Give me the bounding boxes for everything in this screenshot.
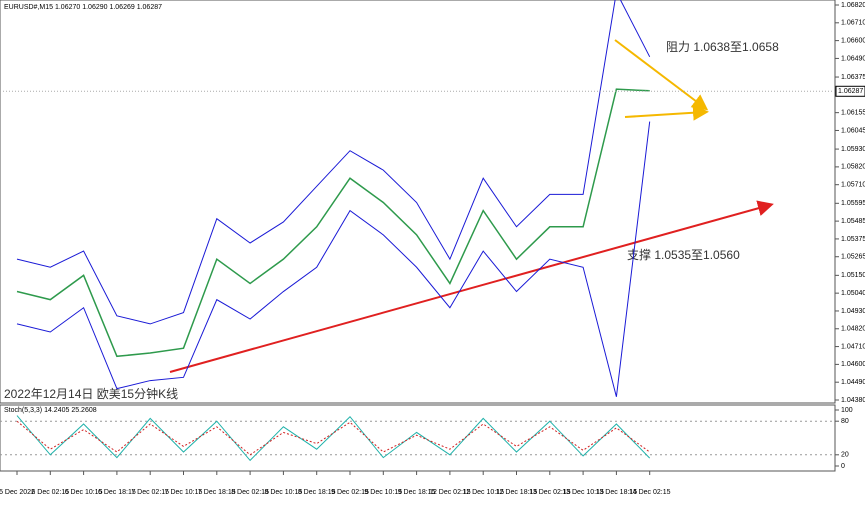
x-tick-label: 7 Dec 02:15: [131, 489, 169, 496]
y-tick-label: 100: [841, 407, 853, 414]
y-tick-label: 0: [841, 463, 845, 470]
support-line: [624, 104, 709, 121]
stoch-panel: [0, 404, 836, 472]
stoch-title: Stoch(5,3,3) 14.2405 25.2608: [4, 407, 97, 414]
x-tick-label: 8 Dec 02:15: [231, 489, 269, 496]
x-tick-label: 6 Dec 02:15: [31, 489, 69, 496]
x-tick-label: 12 Dec 10:15: [462, 489, 504, 496]
last-price-label: 1.06287: [838, 88, 863, 95]
y-tick-label: 1.06045: [841, 127, 865, 134]
x-tick-label: 7 Dec 18:15: [198, 489, 236, 496]
annotation: 支撑 1.0535至1.0560: [627, 247, 740, 262]
y-tick-label: 1.05265: [841, 254, 865, 261]
series-line: [16, 415, 651, 462]
chart-title: EURUSD#,M15 1.06270 1.06290 1.06269 1.06…: [4, 4, 162, 11]
last-price-box: [835, 85, 865, 97]
y-tick-label: 1.06820: [841, 2, 865, 9]
x-tick-label: 13 Dec 10:15: [562, 489, 604, 496]
y-tick-label: 1.04820: [841, 326, 865, 333]
x-tick-label: 8 Dec 10:15: [265, 489, 303, 496]
x-tick-label: 6 Dec 10:15: [65, 489, 103, 496]
y-tick-label: 1.05930: [841, 146, 865, 153]
y-tick-label: 20: [841, 452, 849, 459]
support-trendline: [169, 200, 774, 373]
x-tick-label: 6 Dec 18:15: [98, 489, 136, 496]
resistance-line: [614, 39, 709, 111]
y-tick-label: 1.06490: [841, 55, 865, 62]
y-tick-label: 1.04930: [841, 308, 865, 315]
y-tick-label: 1.05820: [841, 164, 865, 171]
x-tick-label: 14 Dec 02:15: [629, 489, 671, 496]
y-tick-label: 1.06710: [841, 20, 865, 27]
x-tick-label: 13 Dec 02:15: [529, 489, 571, 496]
y-tick-label: 1.04380: [841, 397, 865, 404]
y-tick-label: 1.06600: [841, 37, 865, 44]
series-line: [16, 121, 651, 397]
y-tick-label: 1.04490: [841, 379, 865, 386]
x-tick-label: 12 Dec 02:15: [429, 489, 471, 496]
annotation: 2022年12月14日 欧美15分钟K线: [4, 386, 178, 401]
y-tick-label: 1.05485: [841, 218, 865, 225]
x-tick-label: 9 Dec 18:15: [398, 489, 436, 496]
series-line: [16, 420, 650, 456]
y-tick-label: 1.04600: [841, 361, 865, 368]
y-tick-label: 80: [841, 418, 849, 425]
annotation: 阻力 1.0638至1.0658: [666, 40, 779, 54]
x-tick-label: 13 Dec 18:15: [596, 489, 638, 496]
x-tick-label: 12 Dec 18:15: [496, 489, 538, 496]
series-line: [16, 88, 650, 358]
x-tick-label: 5 Dec 2022: [0, 489, 35, 496]
y-tick-label: 1.05150: [841, 272, 865, 279]
y-tick-label: 1.06375: [841, 74, 865, 81]
y-tick-label: 1.04710: [841, 343, 865, 350]
y-tick-label: 1.05375: [841, 236, 865, 243]
y-tick-label: 1.06155: [841, 109, 865, 116]
y-tick-label: 1.05595: [841, 200, 865, 207]
x-tick-label: 9 Dec 10:15: [364, 489, 402, 496]
series-line: [16, 0, 651, 325]
y-tick-label: 1.05710: [841, 182, 865, 189]
x-tick-label: 9 Dec 02:15: [331, 489, 369, 496]
x-tick-label: 8 Dec 18:15: [298, 489, 336, 496]
main-panel: [0, 0, 836, 404]
y-tick-label: 1.05040: [841, 290, 865, 297]
x-tick-label: 7 Dec 10:15: [165, 489, 203, 496]
